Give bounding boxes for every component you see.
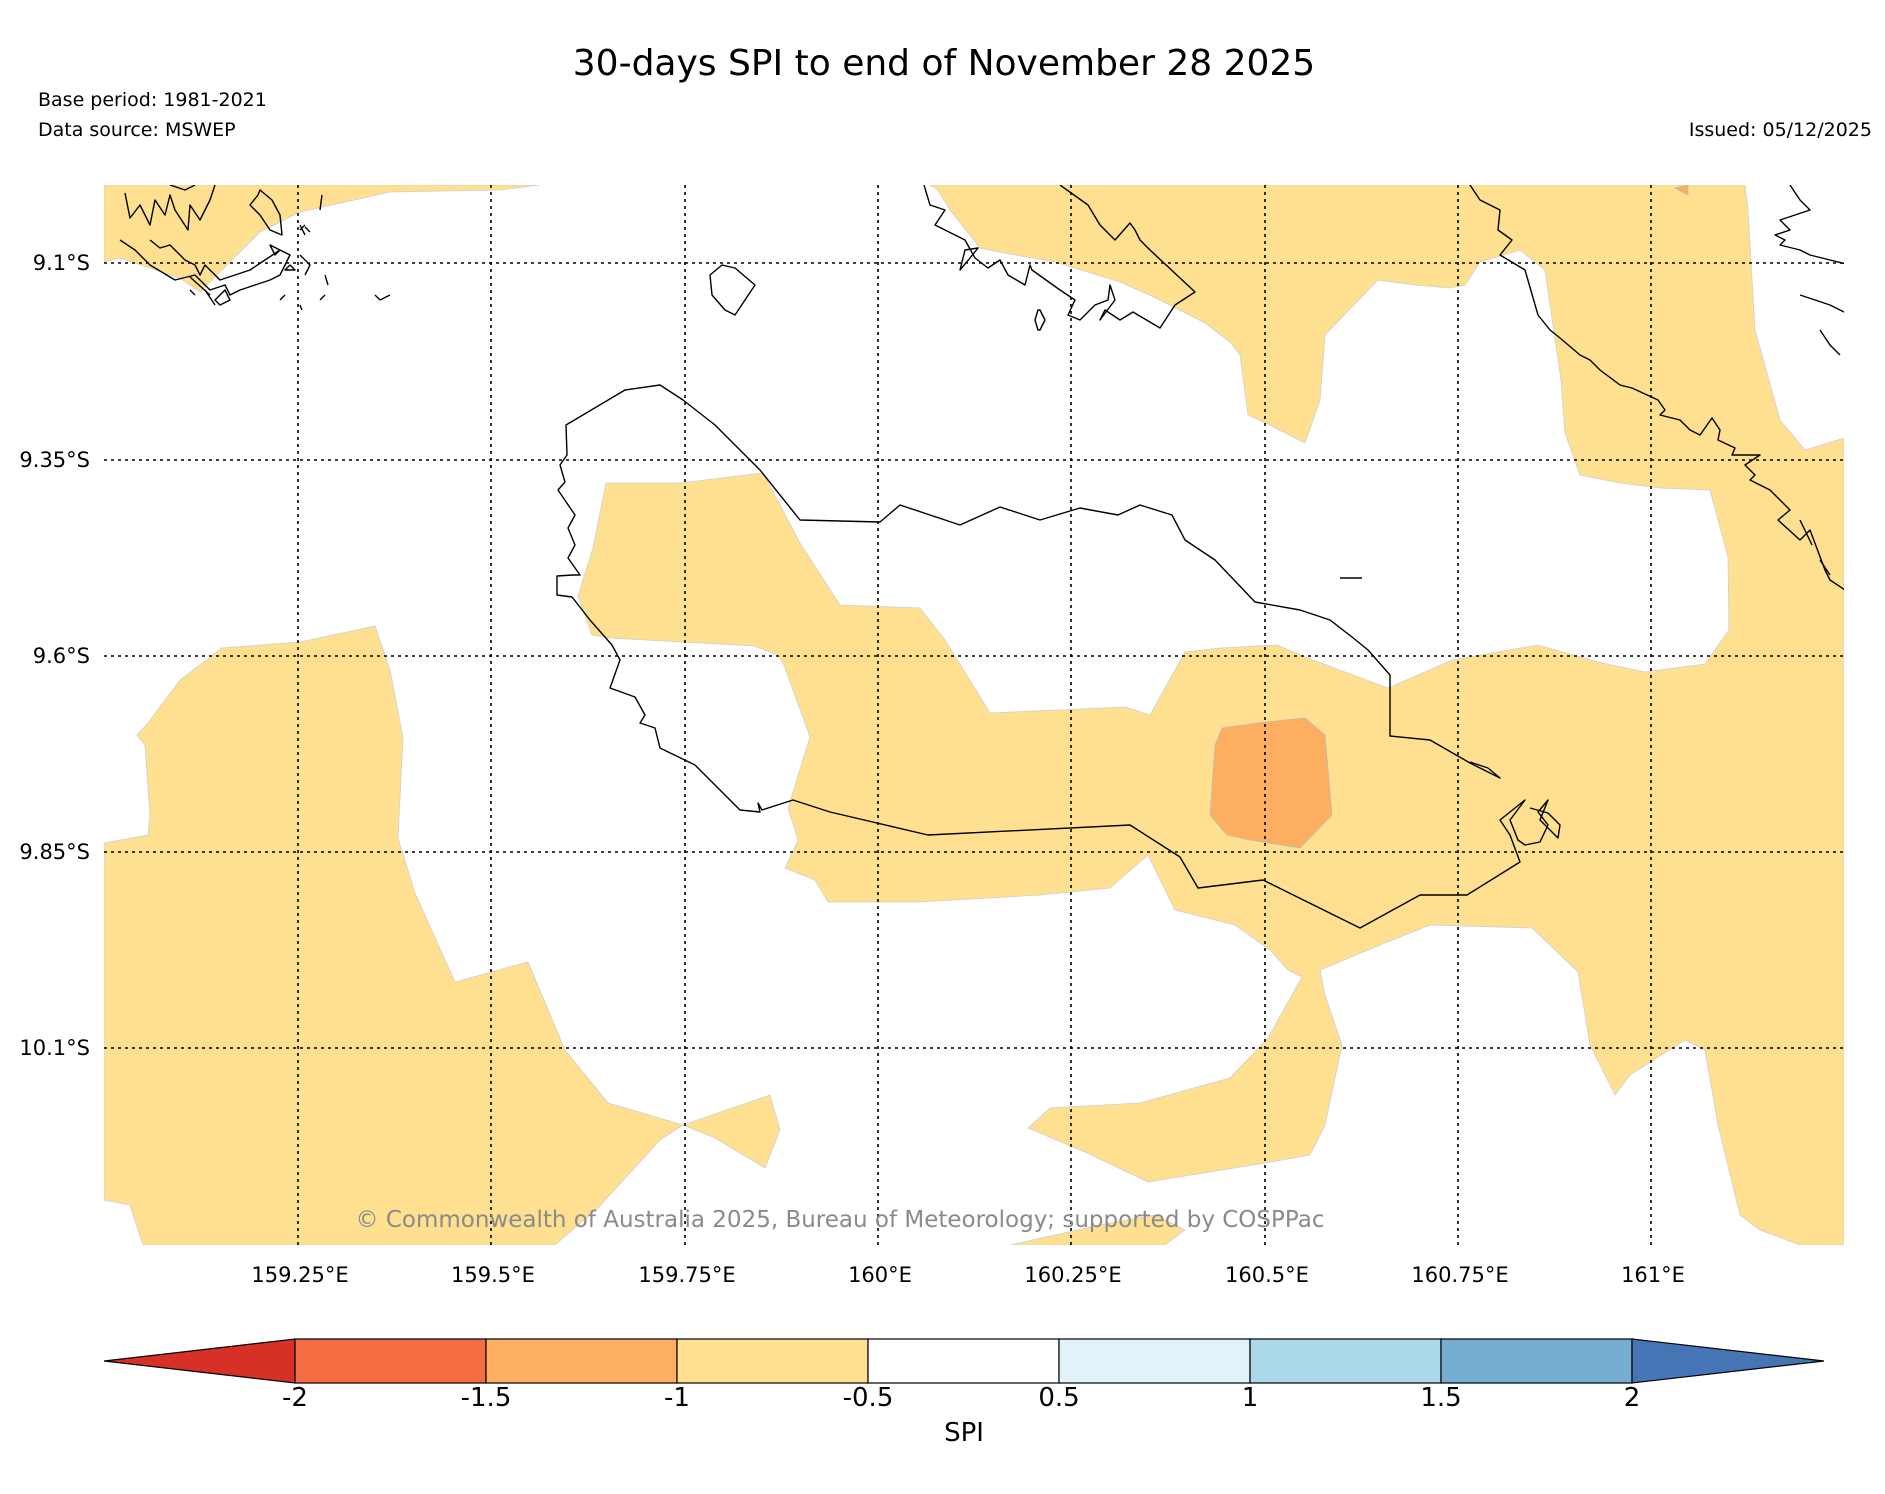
coastline-guadalcanal-west bbox=[556, 481, 1561, 929]
figure-title: 30-days SPI to end of November 28 2025 bbox=[573, 43, 1315, 84]
coastline-florida-inner bbox=[1034, 309, 1046, 331]
colorbar-bin bbox=[867, 1338, 1060, 1384]
lon-label-159-25: 159.25°E bbox=[251, 1263, 348, 1287]
copyright-credit: © Commonwealth of Australia 2025, Bureau… bbox=[356, 1207, 1325, 1233]
colorbar-bins bbox=[103, 1338, 1825, 1384]
colorbar-bin bbox=[1058, 1338, 1251, 1384]
coastline-nw-west bbox=[119, 185, 381, 306]
colorbar-tick: 2 bbox=[1624, 1383, 1641, 1413]
colorbar-bin bbox=[103, 1338, 296, 1384]
coastline-ne-points bbox=[1774, 185, 1844, 265]
spi-region-s bbox=[1009, 1214, 1186, 1245]
colorbar-tick: 1.5 bbox=[1420, 1383, 1461, 1413]
lon-label-160: 160°E bbox=[848, 1263, 912, 1287]
colorbar-tick: 1 bbox=[1242, 1383, 1259, 1413]
colorbar-tick: -0.5 bbox=[843, 1383, 894, 1413]
base-period-label: Base period: 1981-2021 bbox=[38, 89, 267, 111]
lat-label-9-6: 9.6°S bbox=[33, 644, 90, 668]
lat-label-9-85: 9.85°S bbox=[19, 840, 90, 864]
coastline-savo-dashes bbox=[1799, 519, 1831, 576]
coastline-savo-north bbox=[1469, 185, 1844, 591]
spi-very-dry-regions bbox=[1209, 185, 1689, 849]
spi-region-core bbox=[1209, 717, 1333, 849]
colorbar-tick: -1 bbox=[664, 1383, 690, 1413]
spi-region-nw bbox=[104, 185, 541, 293]
coastline-nw-islets bbox=[279, 226, 391, 311]
colorbar-tick: -2 bbox=[282, 1383, 308, 1413]
coastline-ne-point-2 bbox=[1799, 294, 1844, 356]
issued-date-label: Issued: 05/12/2025 bbox=[1689, 119, 1872, 141]
spi-dry-regions bbox=[104, 185, 1844, 1245]
gridlines bbox=[104, 185, 1844, 1245]
spi-region-ne-speck bbox=[1673, 185, 1689, 196]
colorbar-tick: -1.5 bbox=[461, 1383, 512, 1413]
colorbar-tick: 0.5 bbox=[1038, 1383, 1079, 1413]
lat-label-9-1: 9.1°S bbox=[33, 251, 90, 275]
data-source-label: Data source: MSWEP bbox=[38, 119, 236, 141]
lon-label-160-25: 160.25°E bbox=[1024, 1263, 1121, 1287]
lon-label-159-5: 159.5°E bbox=[451, 1263, 535, 1287]
coastline-east-cape bbox=[1469, 761, 1489, 769]
coastline-small-islet bbox=[709, 264, 756, 316]
colorbar-bin bbox=[1249, 1338, 1442, 1384]
lon-label-159-75: 159.75°E bbox=[638, 1263, 735, 1287]
lat-label-9-35: 9.35°S bbox=[19, 448, 90, 472]
lon-label-160-5: 160.5°E bbox=[1225, 1263, 1309, 1287]
lon-label-161: 161°E bbox=[1621, 1263, 1685, 1287]
spi-region-sw bbox=[104, 625, 781, 1245]
colorbar-bin bbox=[1631, 1338, 1825, 1384]
colorbar-ticks: -2 -1.5 -1 -0.5 0.5 1 1.5 2 bbox=[282, 1383, 1640, 1413]
colorbar-bin bbox=[294, 1338, 487, 1384]
colorbar-bin bbox=[1440, 1338, 1633, 1384]
colorbar-bin bbox=[485, 1338, 678, 1384]
lon-label-160-75: 160.75°E bbox=[1411, 1263, 1508, 1287]
coastlines bbox=[119, 185, 1844, 929]
coastline-florida-islands bbox=[923, 185, 1196, 329]
colorbar: -2 -1.5 -1 -0.5 0.5 1 1.5 2 SPI bbox=[103, 1338, 1825, 1448]
lat-label-10-1: 10.1°S bbox=[19, 1036, 90, 1060]
colorbar-bin bbox=[676, 1338, 869, 1384]
spi-region-north bbox=[577, 185, 1844, 1245]
map-panel bbox=[104, 185, 1844, 1245]
coastline-guadalcanal bbox=[559, 384, 1501, 779]
coastline-florida-tabs bbox=[959, 247, 979, 271]
colorbar-label: SPI bbox=[944, 1418, 984, 1448]
